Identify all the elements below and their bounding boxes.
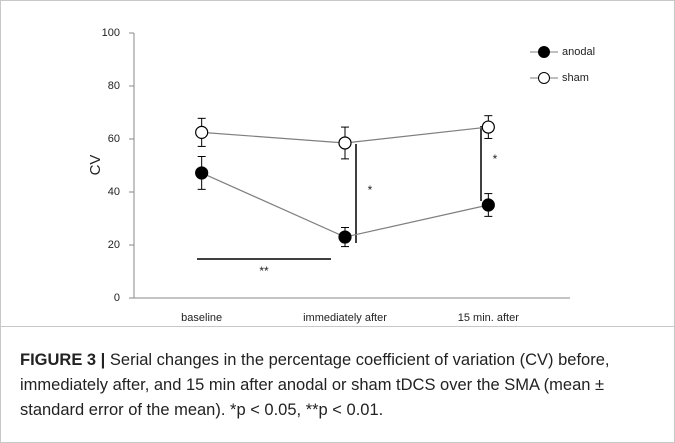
marker [338, 230, 352, 244]
y-tick-label: 80 [108, 80, 120, 92]
marker [195, 166, 209, 180]
chart: CV ** * * 0 20 40 60 80 100 baseline immediatel… [87, 27, 595, 324]
annotation: * [368, 183, 373, 197]
marker [195, 125, 209, 139]
annotation: ** [259, 264, 269, 278]
y-tick-label: 20 [108, 239, 120, 251]
x-tick-label: 15 min. after [458, 312, 519, 324]
caption: FIGURE 3 | Serial changes in the percent… [20, 348, 650, 423]
y-tick-label: 0 [114, 292, 120, 304]
marker [338, 136, 352, 150]
caption-text: Serial changes in the percentage coeffic… [20, 351, 610, 419]
caption-label: FIGURE 3 | [20, 351, 106, 369]
y-axis-label: CV [87, 155, 104, 176]
marker [481, 198, 495, 212]
annotation: * [493, 152, 498, 166]
y-tick-label: 60 [108, 133, 120, 145]
legend-marker [538, 46, 550, 58]
legend-label: sham [562, 72, 589, 84]
x-tick-label: immediately after [303, 312, 387, 324]
legend-marker [538, 72, 550, 84]
marker [481, 120, 495, 134]
legend-label: anodal [562, 46, 595, 58]
x-tick-label: baseline [181, 312, 222, 324]
y-tick-label: 40 [108, 186, 120, 198]
y-tick-label: 100 [102, 27, 120, 39]
divider [1, 326, 674, 327]
